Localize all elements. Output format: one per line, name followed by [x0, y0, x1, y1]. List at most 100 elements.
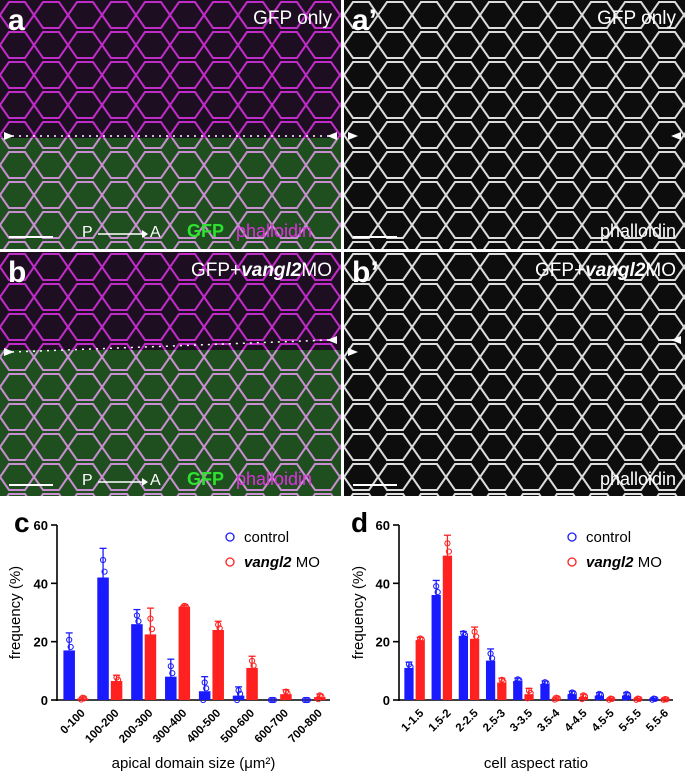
replicate-point: [488, 655, 496, 662]
legend-mo-suffix: MO: [634, 554, 662, 571]
replicate-point: [649, 696, 656, 703]
bar-control: [649, 699, 659, 700]
replicate-point: [318, 693, 325, 700]
replicate-point: [524, 695, 531, 702]
x-tick-label: 1.5-2: [427, 707, 454, 734]
replicate-point: [200, 696, 207, 704]
bar-vangl2-mo: [660, 699, 670, 700]
bar-vangl2-mo: [497, 682, 507, 700]
replicate-point: [527, 689, 534, 697]
replicate-point: [543, 680, 550, 687]
bar-vangl2-mo: [110, 681, 123, 700]
y-tick-label: 60: [34, 518, 48, 533]
panel-b2-title: GFP+vangl2MO: [535, 260, 676, 282]
replicate-point: [67, 643, 74, 651]
replicate-point: [485, 665, 493, 672]
bar-vangl2-mo: [246, 667, 258, 700]
chart-c: c 0 20 40 60 frequency (%) 0-100100-200200-300…: [7, 507, 330, 772]
replicate-point: [554, 695, 561, 702]
replicate-point: [284, 690, 291, 697]
replicate-point: [114, 676, 122, 683]
legend-mo-label: vangl2 MO: [244, 554, 320, 571]
x-axis-label: cell aspect ratio: [484, 755, 588, 772]
panel-a-micrograph: [0, 0, 341, 249]
replicate-point: [417, 635, 424, 642]
x-tick-label: 600-700: [253, 707, 291, 745]
panel-a2-stain-label: phalloidin: [599, 221, 676, 241]
panel-a-axis-p: P: [82, 224, 93, 241]
bar-control: [404, 667, 414, 700]
replicate-point: [216, 625, 223, 632]
replicate-point: [431, 602, 438, 609]
bar-vangl2-mo: [212, 630, 224, 700]
replicate-point: [458, 635, 465, 642]
bar-vangl2-mo: [606, 699, 616, 700]
replicate-point: [606, 696, 613, 703]
panel-b-stain-label: phalloidin: [236, 469, 313, 489]
replicate-point: [407, 663, 414, 670]
x-tick-label: 100-200: [83, 707, 121, 745]
y-axis-label: frequency (%): [350, 566, 367, 659]
replicate-point: [624, 691, 632, 699]
panel-b-axis-arrow: [98, 478, 148, 486]
legend-control-label: control: [244, 529, 289, 546]
legend-control-label: control: [586, 529, 631, 546]
bar-control: [431, 595, 441, 700]
bar-vangl2-mo: [178, 606, 191, 700]
bar-control: [458, 635, 468, 700]
replicate-point: [281, 694, 288, 701]
replicate-point: [418, 636, 425, 643]
panel-b-title: GFP+vangl2MO: [191, 260, 332, 282]
panel-b2-image: b’ GFP+vangl2MO phalloidin: [344, 252, 685, 496]
replicate-point: [473, 633, 480, 640]
replicate-point: [179, 604, 186, 611]
bar-control: [621, 695, 632, 700]
x-tick-label: 500-600: [219, 707, 257, 745]
x-tick-label: 200-300: [117, 707, 155, 745]
replicate-point: [270, 696, 278, 704]
replicate-point: [169, 670, 176, 677]
bar-vangl2-mo: [415, 640, 425, 700]
bar-vangl2-mo: [524, 694, 534, 700]
replicate-point: [434, 588, 441, 596]
panel-a2-title: GFP only: [597, 8, 676, 29]
replicate-point: [461, 631, 468, 639]
replicate-point: [580, 692, 587, 699]
legend-mo-suffix: MO: [292, 554, 320, 571]
replicate-point: [663, 696, 670, 703]
panel-a2-micrograph: [344, 0, 685, 249]
x-axis-label: apical domain size (μm²): [112, 755, 276, 772]
x-tick-label: 700-800: [287, 707, 325, 745]
replicate-point: [215, 621, 222, 628]
panel-a2-image: a’ GFP only phalloidin: [344, 0, 685, 249]
replicate-point: [133, 612, 141, 619]
panel-b2-title-suffix: MO: [645, 260, 676, 281]
replicate-point: [250, 662, 257, 669]
y-tick-label: 40: [34, 576, 48, 591]
replicate-point: [444, 540, 451, 547]
replicate-point: [98, 594, 105, 602]
replicate-point: [66, 636, 73, 644]
y-tick-label: 0: [383, 693, 390, 708]
replicate-point: [247, 672, 254, 680]
x-tick-label: 4.5-5: [590, 707, 617, 734]
replicate-point: [101, 568, 108, 575]
replicate-point: [581, 693, 589, 700]
replicate-point: [569, 689, 576, 696]
x-tick-label: 3-3.5: [508, 707, 535, 734]
legend-control-marker: [225, 532, 235, 542]
y-axis-label: frequency (%): [7, 566, 24, 659]
replicate-point: [166, 685, 173, 693]
replicate-point: [514, 676, 521, 683]
replicate-point: [541, 679, 549, 686]
bar-vangl2-mo: [76, 698, 89, 700]
replicate-point: [316, 692, 323, 699]
replicate-point: [652, 695, 659, 703]
replicate-point: [145, 649, 153, 656]
replicate-point: [460, 630, 467, 637]
replicate-point: [135, 618, 142, 625]
panel-b-title-prefix: GFP+: [191, 260, 242, 281]
replicate-point: [148, 626, 156, 633]
panel-b-gfp-label: GFP: [187, 469, 225, 489]
legend-mo-gene: vangl2: [244, 554, 292, 571]
